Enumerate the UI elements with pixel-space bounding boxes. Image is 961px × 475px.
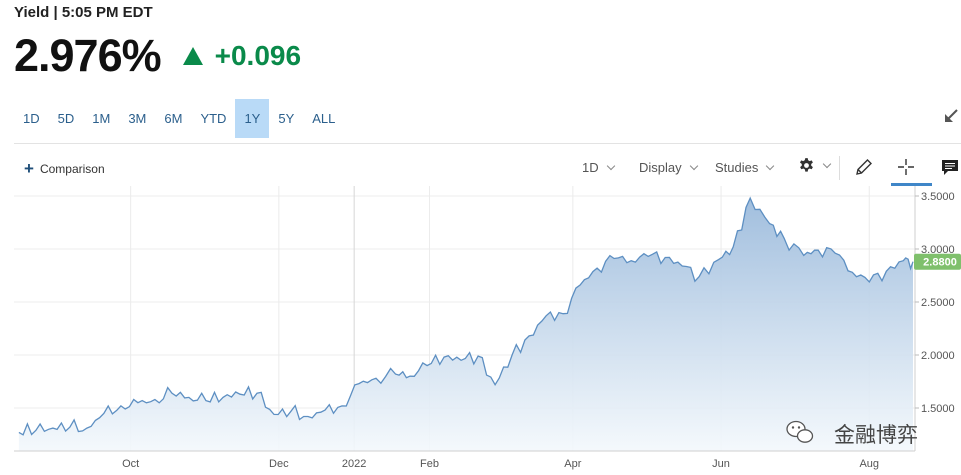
chevron-down-icon <box>689 161 698 171</box>
pencil-icon[interactable] <box>854 157 874 177</box>
range-button-1m[interactable]: 1M <box>92 111 111 126</box>
range-button-ytd[interactable]: YTD <box>200 111 227 126</box>
x-tick-label: Feb <box>420 458 439 470</box>
toolbar-separator <box>839 156 840 180</box>
y-tick-label: 3.5000 <box>921 191 955 203</box>
last-price: 2.976% <box>14 30 162 81</box>
last-value-marker: 2.8800 <box>914 253 961 270</box>
watermark-text: 金融博弈 <box>834 423 918 447</box>
yield-line <box>18 196 914 436</box>
time-range-selector: 1D 5D 1M 3M 6M YTD 1Y 5Y ALL <box>14 99 344 138</box>
plus-icon: + <box>24 159 34 178</box>
chart-toolbar: + Comparison 1D Display Studies <box>14 150 961 186</box>
quote-block: 2.976% +0.096 <box>14 30 301 82</box>
range-button-1d[interactable]: 1D <box>23 111 40 126</box>
comparison-button[interactable]: + Comparison <box>24 159 105 178</box>
x-axis-ticks: Oct Dec 2022 Feb Apr Jun Aug <box>122 458 879 470</box>
toolbar-divider <box>14 143 961 144</box>
x-tick-label: Dec <box>269 458 289 470</box>
interval-dropdown[interactable]: 1D <box>582 160 615 175</box>
range-button-3m[interactable]: 3M <box>128 111 147 126</box>
range-button-1y[interactable]: 1Y <box>235 99 270 138</box>
display-dropdown[interactable]: Display <box>639 160 698 175</box>
chevron-down-icon <box>606 161 615 171</box>
last-value-label: 2.8800 <box>923 257 957 269</box>
chevron-down-icon <box>822 159 832 168</box>
up-arrow-icon <box>182 47 203 65</box>
y-tick-label: 3.0000 <box>921 244 955 256</box>
range-button-5y[interactable]: 5Y <box>278 111 295 126</box>
yield-area <box>18 198 913 451</box>
range-button-6m[interactable]: 6M <box>164 111 183 126</box>
interval-label: 1D <box>582 160 599 175</box>
security-header: Yield | 5:05 PM EDT <box>14 4 153 21</box>
range-button-5d[interactable]: 5D <box>57 111 75 126</box>
comment-icon[interactable] <box>940 157 960 177</box>
wechat-icon <box>786 420 814 443</box>
watermark: 金融博弈 <box>786 420 918 447</box>
x-tick-label: Jun <box>712 458 730 470</box>
comparison-label: Comparison <box>39 162 105 176</box>
yield-chart[interactable]: 3.5000 3.0000 2.5000 2.0000 1.5000 Oct Dec 202… <box>0 186 961 475</box>
display-label: Display <box>639 160 682 175</box>
last-value-badge <box>914 253 961 270</box>
studies-dropdown[interactable]: Studies <box>715 160 775 175</box>
studies-label: Studies <box>715 160 759 175</box>
y-tick-label: 2.0000 <box>921 350 955 362</box>
x-tick-label: 2022 <box>342 458 366 470</box>
price-change: +0.096 <box>182 40 302 72</box>
range-button-all[interactable]: ALL <box>312 111 336 126</box>
gear-icon <box>799 158 813 172</box>
expand-icon[interactable] <box>943 108 959 124</box>
y-tick-label: 2.5000 <box>921 297 955 309</box>
x-tick-label: Aug <box>859 458 879 470</box>
y-tick-label: 1.5000 <box>921 403 955 415</box>
chevron-down-icon <box>766 161 775 171</box>
price-change-value: +0.096 <box>214 40 302 71</box>
crosshair-icon[interactable] <box>896 157 916 177</box>
y-axis-ticks: 3.5000 3.0000 2.5000 2.0000 1.5000 <box>915 191 955 415</box>
active-tool-indicator <box>891 183 932 186</box>
x-tick-label: Apr <box>564 458 581 470</box>
x-tick-label: Oct <box>122 458 139 470</box>
settings-dropdown[interactable] <box>798 157 832 174</box>
